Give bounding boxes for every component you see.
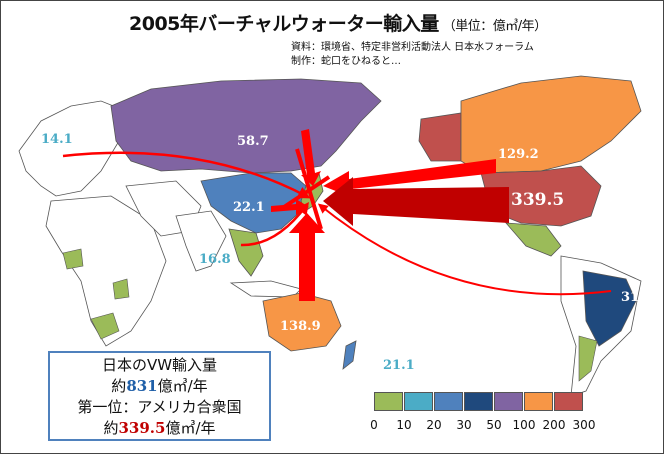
title-unit: （単位：億㎥/年） bbox=[442, 19, 547, 34]
legend-swatch bbox=[554, 392, 583, 411]
legend-swatch bbox=[374, 392, 403, 411]
brazil-region bbox=[582, 270, 637, 347]
value-label-canada: 129.2 bbox=[498, 147, 539, 162]
summary-box: 日本のVW輸入量 約831億㎥/年 第一位：アメリカ合衆国 約339.5億㎥/年 bbox=[48, 351, 271, 441]
summary-prefix: 約 bbox=[111, 377, 127, 395]
color-legend: 0 10 20 30 50 100 200 300 bbox=[370, 392, 634, 434]
value-label-brazil: 31.1 bbox=[621, 290, 653, 305]
summary-line-2: 約831億㎥/年 bbox=[50, 376, 269, 397]
russia-region bbox=[110, 78, 382, 174]
india-landmass bbox=[175, 210, 227, 272]
value-label-new-zealand: 21.1 bbox=[383, 358, 415, 373]
europe-landmass bbox=[18, 100, 122, 197]
value-label-usa: 339.5 bbox=[511, 190, 565, 210]
legend-tick-label: 300 bbox=[572, 418, 596, 432]
legend-swatch bbox=[434, 392, 463, 411]
summary-line-4: 約339.5億㎥/年 bbox=[50, 418, 269, 439]
value-label-europe: 14.1 bbox=[41, 132, 73, 147]
legend-tick-label: 0 bbox=[370, 418, 378, 432]
new-zealand bbox=[342, 340, 357, 370]
legend-tick-label: 50 bbox=[486, 418, 502, 432]
arrow-russia bbox=[301, 129, 321, 186]
source-line-1: 資料：環境省、特定非営利活動法人 日本水フォーラム bbox=[291, 42, 534, 53]
legend-swatch bbox=[404, 392, 433, 411]
arrow-brazil bbox=[317, 203, 612, 296]
legend-tick-label: 100 bbox=[512, 418, 536, 432]
argentina-green bbox=[578, 335, 598, 382]
indonesia-landmass bbox=[229, 280, 302, 298]
legend-swatch bbox=[494, 392, 523, 411]
indochina-landmass bbox=[228, 228, 264, 277]
legend-tick-label: 10 bbox=[396, 418, 412, 432]
arrow-china bbox=[271, 199, 309, 215]
summary-prefix-2: 約 bbox=[103, 419, 119, 437]
arrow-australia bbox=[289, 213, 325, 301]
canada-region bbox=[460, 75, 642, 174]
arrow-canada bbox=[323, 159, 496, 197]
value-label-china: 22.1 bbox=[233, 200, 265, 215]
legend-swatches bbox=[374, 392, 634, 411]
legend-tick-label: 20 bbox=[426, 418, 442, 432]
legend-tick-label: 30 bbox=[456, 418, 472, 432]
summary-line-1: 日本のVW輸入量 bbox=[101, 356, 218, 374]
page-title: 2005年バーチャルウォーター輸入量 （単位：億㎥/年） bbox=[129, 9, 547, 36]
africa-green-1 bbox=[62, 248, 84, 270]
legend-swatch bbox=[524, 392, 553, 411]
africa-green-2 bbox=[112, 278, 130, 300]
arrow-southeast-asia bbox=[240, 202, 310, 247]
source-line-2: 制作：蛇口をひねると… bbox=[291, 56, 401, 67]
summary-total: 831 bbox=[126, 377, 158, 395]
legend-ticks: 0 10 20 30 50 100 200 300 bbox=[370, 418, 634, 434]
summary-unit: 億㎥/年 bbox=[157, 377, 208, 395]
mexico-region bbox=[505, 222, 562, 257]
value-label-russia: 58.7 bbox=[237, 134, 269, 149]
alaska-region bbox=[418, 112, 462, 162]
value-label-southeast-asia: 16.8 bbox=[199, 252, 231, 267]
arrow-usa bbox=[323, 177, 509, 226]
summary-unit-2: 億㎥/年 bbox=[165, 419, 216, 437]
summary-line-3: 第一位：アメリカ合衆国 bbox=[77, 398, 242, 416]
legend-swatch bbox=[464, 392, 493, 411]
summary-top-value: 339.5 bbox=[118, 419, 166, 437]
source-note: 資料：環境省、特定非営利活動法人 日本水フォーラム 制作：蛇口をひねると… bbox=[291, 41, 534, 69]
china-region bbox=[200, 172, 307, 234]
value-label-australia: 138.9 bbox=[280, 319, 321, 334]
title-main: 2005年バーチャルウォーター輸入量 bbox=[129, 13, 439, 35]
africa-green-3 bbox=[90, 312, 120, 340]
arrow-europe bbox=[62, 151, 311, 199]
legend-tick-label: 200 bbox=[542, 418, 566, 432]
